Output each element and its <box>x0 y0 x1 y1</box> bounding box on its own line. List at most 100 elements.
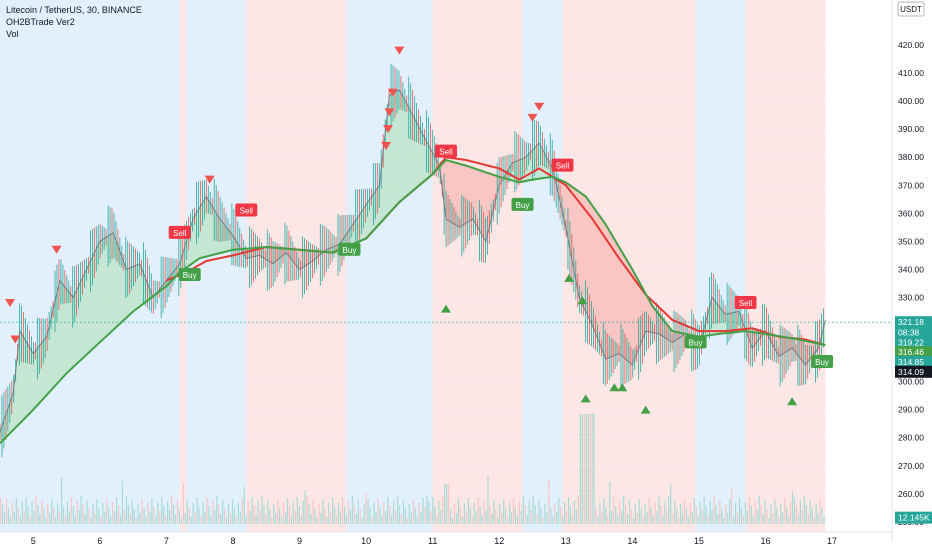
axis-price-label: 314.85 <box>895 355 932 368</box>
volume-bar <box>49 513 51 524</box>
volume-bars <box>0 414 825 524</box>
volume-bar <box>776 508 778 524</box>
signal-label-bg <box>178 268 201 282</box>
legend-indicator[interactable]: OH2BTrade Ver2 <box>6 17 75 27</box>
legend-symbol[interactable]: Litecoin / TetherUS, 30, BINANCE <box>6 5 142 15</box>
background-band <box>186 0 247 532</box>
volume-bar <box>338 502 340 524</box>
volume-bar <box>734 503 737 524</box>
trend-fill <box>449 161 454 224</box>
volume-bar <box>220 514 222 524</box>
volume-bar <box>64 516 67 524</box>
trend-fill <box>78 277 83 363</box>
buy-marker-icon <box>564 273 575 282</box>
volume-bar <box>343 506 346 524</box>
x-tick-label: 9 <box>297 536 302 546</box>
trend-fill <box>379 145 384 224</box>
volume-bar <box>263 505 265 524</box>
volume-bar <box>102 503 104 524</box>
volume-bar <box>620 510 623 524</box>
trend-fill <box>173 266 178 279</box>
volume-bar <box>176 500 179 524</box>
volume-bar <box>55 517 57 524</box>
volume-bar <box>469 507 471 524</box>
volume-bar <box>691 512 693 524</box>
volume-bar <box>581 414 583 524</box>
x-tick-label: 14 <box>627 536 637 546</box>
volume-bar <box>587 414 589 524</box>
buy-signal-label: Buy <box>178 268 201 282</box>
axis-price-label-bg <box>895 365 932 378</box>
sell-marker-icon <box>51 245 62 254</box>
volume-bar <box>797 515 800 524</box>
trend-fill <box>383 108 388 220</box>
volume-bar <box>159 511 161 524</box>
volume-bar <box>805 505 807 524</box>
volume-bar <box>548 479 550 524</box>
y-tick-label: 280.00 <box>898 433 924 443</box>
volume-bar <box>420 512 422 524</box>
signal-label-text: Buy <box>516 201 530 210</box>
axis-price-label: 314.09 <box>895 365 932 378</box>
volume-bar <box>373 503 375 524</box>
sell-marker-icon <box>534 102 545 111</box>
trend-fill <box>82 269 87 359</box>
volume-bar <box>536 514 538 524</box>
volume-bar <box>489 505 491 524</box>
buy-marker-icon <box>787 397 798 406</box>
volume-bar <box>239 512 241 524</box>
volume-bar <box>400 514 403 524</box>
trend-fill <box>610 233 615 358</box>
volume-bar <box>121 481 124 524</box>
volume-bar <box>357 500 359 524</box>
signal-label-text: Buy <box>689 338 703 347</box>
sell-signal-label: Sell <box>434 144 457 158</box>
volume-bar <box>45 518 47 524</box>
volume-bar <box>88 509 90 524</box>
volume-bar <box>68 511 70 524</box>
volume-bar <box>47 504 49 524</box>
volume-bar <box>208 506 210 524</box>
axis-price-label-bg <box>895 326 932 339</box>
volume-bar <box>424 507 426 524</box>
volume-bar <box>744 502 747 524</box>
trend-fill <box>606 226 611 359</box>
volume-bar <box>320 513 322 524</box>
volume-bar <box>520 511 522 524</box>
volume-bar <box>23 511 25 524</box>
volume-bar <box>599 503 601 524</box>
volume-bar <box>385 511 387 524</box>
volume-bar <box>654 502 656 524</box>
volume-bar <box>589 414 591 524</box>
trend-fill <box>420 130 426 184</box>
volume-bar <box>249 511 251 524</box>
volume-bar <box>290 516 293 524</box>
volume-bar <box>206 497 208 524</box>
trend-fill <box>400 91 405 202</box>
trend-fill <box>594 208 599 341</box>
volume-bar <box>660 506 662 524</box>
volume-bar <box>613 497 615 524</box>
volume-bar <box>507 517 509 524</box>
trend-fill <box>792 338 797 354</box>
sell-signal-label: Sell <box>235 203 258 217</box>
buy-marker-icon <box>580 394 591 403</box>
volume-bar <box>770 504 772 524</box>
trend-fill <box>751 331 756 346</box>
trend-fill <box>367 197 372 238</box>
volume-bar <box>780 503 782 524</box>
legend-volume[interactable]: Vol <box>6 29 19 39</box>
volume-bar <box>33 510 35 524</box>
trend-fill <box>33 348 38 410</box>
volume-bar <box>677 518 680 524</box>
volume-bar <box>725 504 727 524</box>
volume-bar <box>465 512 467 524</box>
volume-bar <box>98 508 100 524</box>
volume-bar <box>815 504 817 524</box>
volume-bar <box>768 518 770 524</box>
sell-marker-icon <box>387 88 398 97</box>
volume-bar <box>481 515 483 524</box>
volume-bar <box>188 508 190 524</box>
volume-bar <box>552 517 554 524</box>
